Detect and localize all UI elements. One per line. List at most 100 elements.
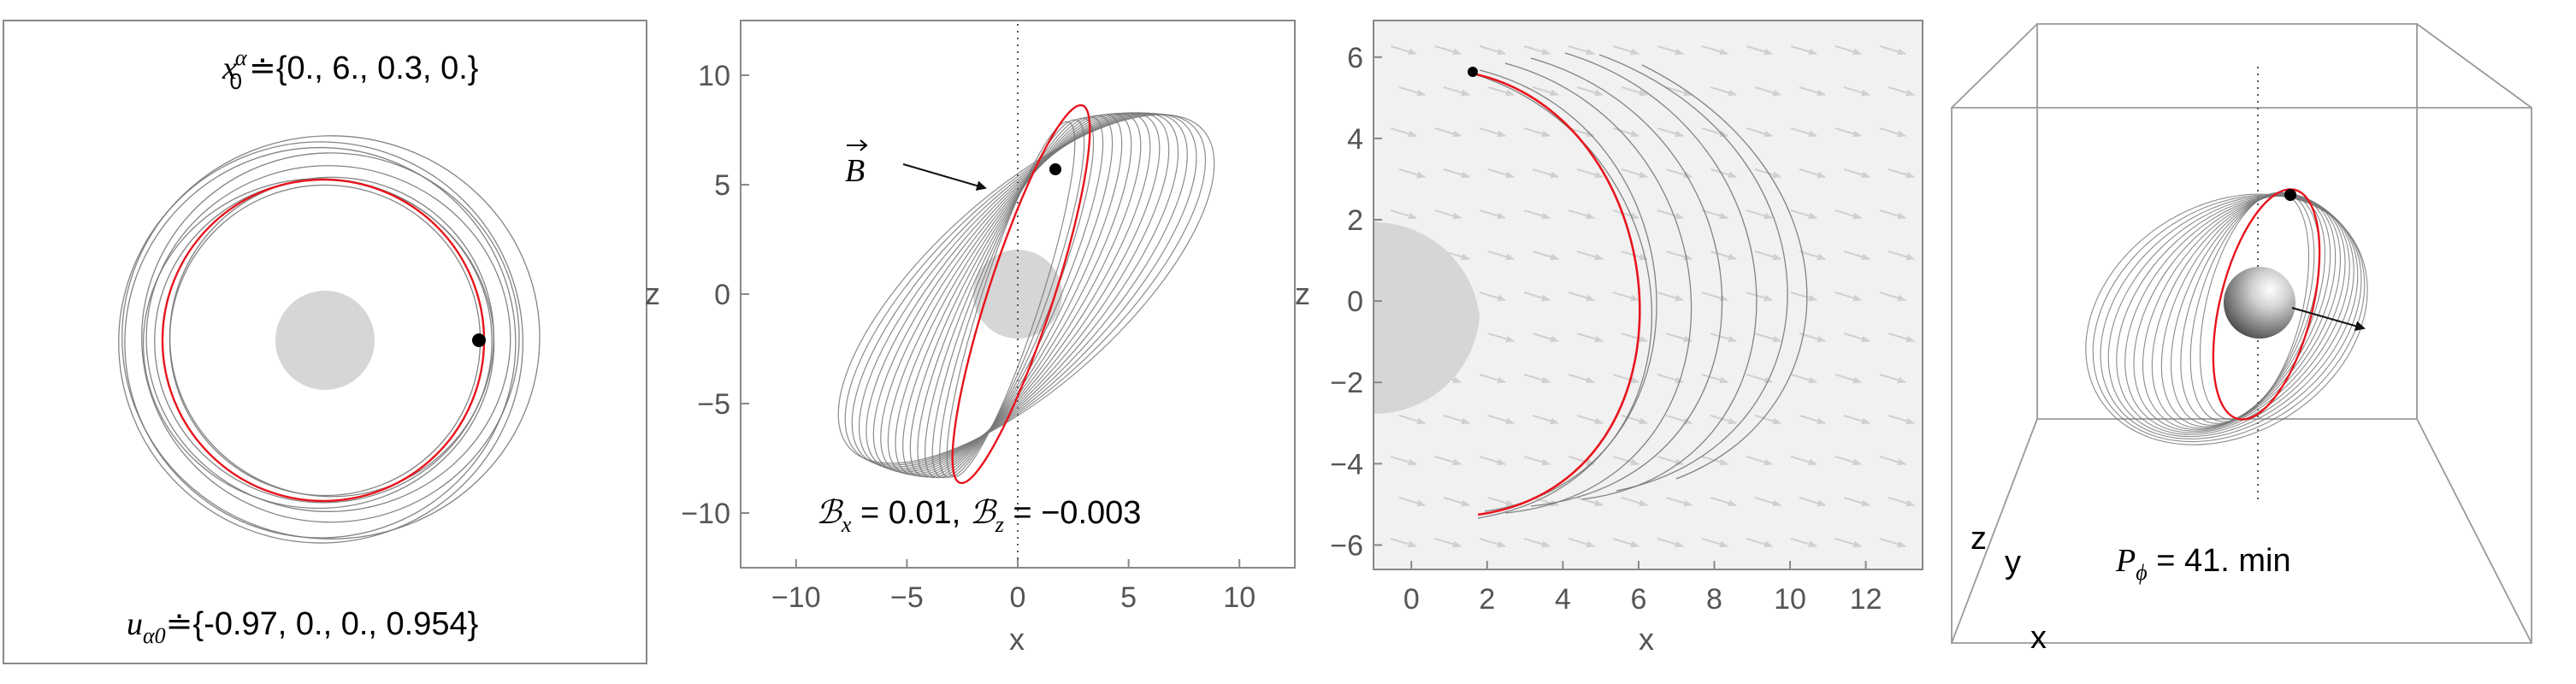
p2-xtick-label: 0 [1010,581,1026,614]
p3-field-arrow [1612,127,1640,138]
central-body [275,291,375,390]
p2-particle [1049,163,1061,175]
p2-ytick-label: −5 [697,388,730,421]
p1-trace-loop [145,165,511,512]
p2-ytick-label: 5 [714,169,730,202]
p3-field-arrow [1523,456,1551,466]
p3-field-arrow [1843,497,1870,507]
p3-field-arrow [1835,374,1862,384]
bx-symbol: ℬ [816,495,844,531]
p3-field-arrow [1843,168,1870,179]
p3-field-arrow [1657,374,1684,384]
p3-field-arrow [1568,292,1595,302]
p3-field-arrow [1390,209,1417,220]
p3-field-arrow [1443,415,1470,425]
p3-field-arrow [1523,538,1551,548]
p3-field-arrow [1710,86,1737,97]
p3-field-arrow [1843,251,1870,261]
p3-field-arrow [1879,374,1906,384]
p3-field-arrow [1479,538,1506,548]
p1-trace-loop [121,135,541,540]
p3-field-arrow [1835,538,1862,548]
p3-field-arrow [1790,45,1817,56]
p3-field-arrow [1487,497,1515,507]
field-components: ℬx = 0.01, ℬz = −0.003 [816,495,1141,537]
panel-xz-close-up: 0 2 4 6 8 10 12 6 4 2 0 −2 −4 −6 x z [1295,20,1923,657]
p3-field-arrow [1532,497,1559,507]
bz-sub: z [995,512,1004,537]
p3-field-arrow [1434,45,1462,56]
p3-field-arrow [1657,292,1684,302]
p3-field-arrow [1665,251,1693,261]
p3-field-arrow [1657,538,1684,548]
p4-field-arrow [2291,307,2366,332]
p3-field-arrow [1398,168,1426,179]
p3-xtick-label: 6 [1630,583,1646,616]
panel-xz-projection: −10 −5 0 5 10 10 5 0 −5 −10 B ℬx = 0.01, ℬz = −0.… [645,20,1296,657]
p4-first-orbit [2212,188,2321,421]
p4-particle [2284,189,2296,201]
p3-field-arrow [1576,251,1604,261]
p3-field-arrow [1443,168,1470,179]
p1-trace-loop [124,146,517,539]
p3-field-arrow [1843,415,1870,425]
p3-field-arrow [1888,168,1915,179]
p3-field-arrow [1701,209,1728,220]
p3-field-arrow [1621,333,1648,343]
p3-orbit-arc [1564,52,1758,500]
p3-field-arrow [1799,251,1826,261]
p3-field-arrow [1701,127,1728,138]
field-vector-label: B [845,153,865,189]
p3-field-arrow [1434,456,1462,466]
period-sub: ϕ [2136,560,2147,585]
p3-field-arrow [1621,86,1648,97]
p3-field-arrow [1443,497,1470,507]
p3-field-arrow [1532,251,1559,261]
p3-field-arrow [1568,456,1595,466]
p4-sphere [2224,267,2295,339]
p3-later-orbits [1472,52,1808,519]
p3-field-arrow [1532,86,1559,97]
x0-values: {0., 6., 0.3, 0.} [276,50,479,86]
p3-field-arrow [1568,538,1595,548]
p3-field-arrow [1710,497,1737,507]
p3-field-arrow [1879,45,1906,56]
p3-field-arrow [1443,86,1470,97]
u0-values: {-0.97, 0., 0., 0.954} [193,606,479,642]
p3-xtick-label: 10 [1774,583,1806,616]
box-frame [1951,23,2532,644]
p2-ytick-label: 10 [698,60,730,92]
p2-xtick-label: −10 [771,581,821,614]
field-direction-arrow [902,163,987,191]
p3-field-arrow [1612,456,1640,466]
p3-field-arrow [1843,86,1870,97]
p3-ytick-label: −2 [1330,367,1363,399]
p3-ytick-label: 4 [1347,123,1363,156]
p3-field-arrow [1487,168,1515,179]
p3-field-arrow [1568,374,1595,384]
p3-field-arrow [1657,45,1684,56]
p3-field-arrow [1612,374,1640,384]
p3-field-arrow [1523,374,1551,384]
p3-field-arrow [1790,127,1817,138]
p3-field-arrow [1612,538,1640,548]
p3-ytick-label: −4 [1330,448,1363,481]
u0-eq: ≐ [166,606,193,642]
p3-xtick-label: 4 [1555,583,1571,616]
p3-field-arrow [1523,45,1551,56]
p3-field-arrow [1487,251,1515,261]
p3-field-arrow [1754,251,1781,261]
p3-field-arrow [1665,86,1693,97]
p3-field-arrow [1665,333,1693,343]
p3-field-arrow [1576,333,1604,343]
p3-field-arrow [1710,168,1737,179]
p3-field-arrow [1710,415,1737,425]
p4-axis-x: x [2030,620,2047,656]
p3-orbit-arc [1598,54,1788,492]
p3-field-arrow [1398,86,1426,97]
p3-field-arrow [1523,209,1551,220]
p3-field-arrow [1576,497,1604,507]
p3-field-arrow [1487,415,1515,425]
box-back-face [2036,23,2418,420]
p3-orbit-arc [1641,64,1808,480]
